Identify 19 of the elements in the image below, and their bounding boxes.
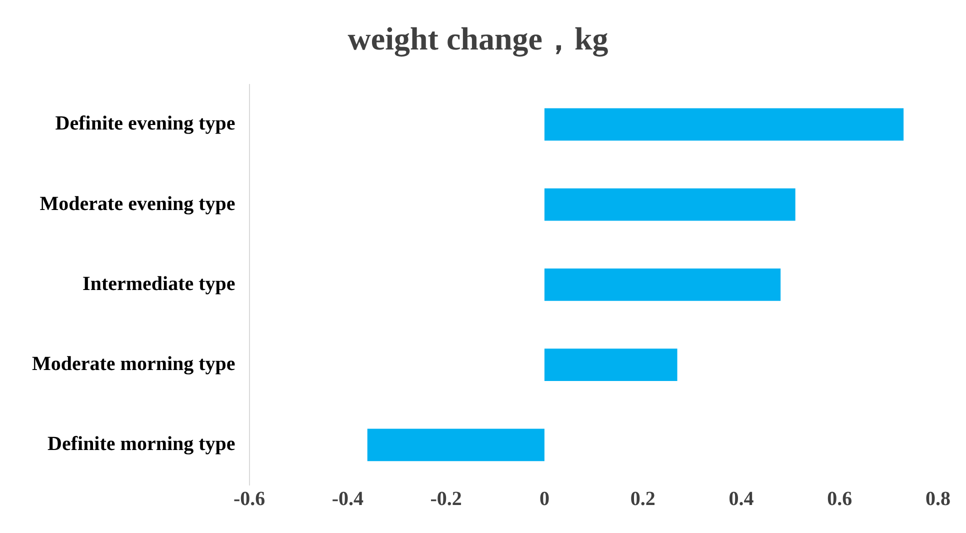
x-tick-label: 0.4 <box>728 488 754 510</box>
x-tick-label: 0.8 <box>926 488 950 510</box>
x-tick-label: 0 <box>539 488 550 510</box>
x-tick-label: 0.2 <box>630 488 656 510</box>
y-tick-label: Definite evening type <box>55 112 236 135</box>
chart-title: weight change，kg <box>348 20 608 58</box>
x-tick-label: -0.4 <box>332 488 364 510</box>
y-tick-label: Moderate morning type <box>32 352 236 375</box>
bar <box>544 108 904 141</box>
x-tick-label: 0.6 <box>827 488 852 510</box>
x-tick-label: -0.2 <box>430 488 462 510</box>
y-tick-label: Intermediate type <box>82 272 236 295</box>
bar <box>544 348 678 382</box>
y-tick-label: Definite morning type <box>48 433 236 456</box>
bar <box>367 428 544 462</box>
x-tick-label: -0.6 <box>233 488 266 510</box>
bar <box>544 268 781 301</box>
bar <box>544 188 796 221</box>
y-tick-label: Moderate evening type <box>40 192 236 215</box>
